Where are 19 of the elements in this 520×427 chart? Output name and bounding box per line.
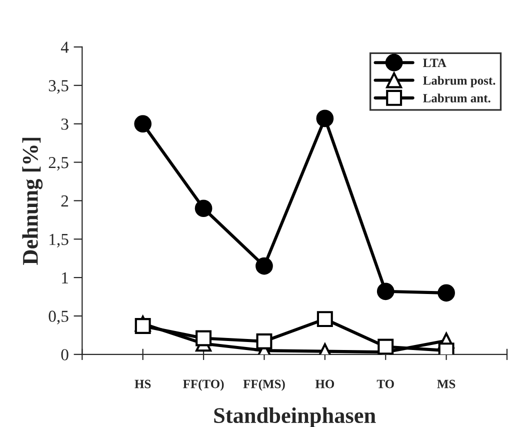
x-tick-label: HO (315, 380, 334, 388)
y-tick-label: 2 (61, 195, 68, 206)
x-tick-label: FF(TO) (183, 379, 224, 391)
y-tick-label: 3 (61, 118, 68, 130)
x-tick-label: FF(MS) (243, 379, 285, 391)
legend-label: Labrum ant. (423, 94, 490, 102)
x-tick-label: HS (134, 380, 151, 388)
y-tick-label: 1,5 (50, 234, 68, 248)
legend-label: LTA (423, 58, 446, 67)
y-tick-label: 0,5 (48, 310, 68, 324)
y-tick-label: 1 (62, 272, 68, 284)
y-tick-label: 2,5 (48, 157, 68, 171)
y-tick-label: 0 (61, 349, 68, 360)
y-tick-label: 4 (60, 42, 69, 53)
x-tick-label: MS (437, 380, 456, 388)
y-axis-title: Dehnung [%] (22, 138, 43, 265)
legend-label: Labrum post. (423, 76, 496, 88)
x-tick-label: TO (376, 380, 394, 388)
y-tick-label: 3,5 (48, 80, 68, 94)
